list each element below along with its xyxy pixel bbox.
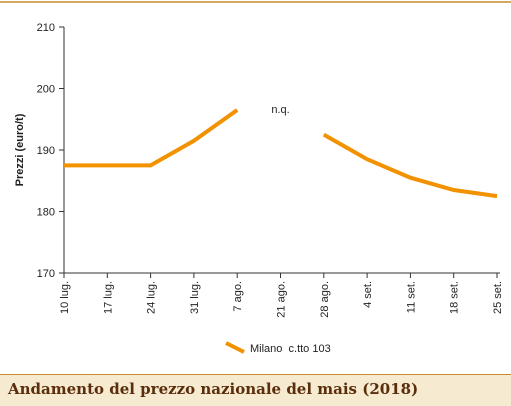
x-tick-label: 31 lug. — [189, 281, 201, 314]
legend-label: Milano c.tto 103 — [250, 343, 331, 355]
x-tick-label: 11 set. — [405, 281, 417, 313]
x-tick-label: 18 set. — [449, 281, 461, 314]
legend: Milano c.tto 103 — [225, 341, 331, 355]
chart-caption: Andamento del prezzo nazionale del mais … — [0, 374, 511, 406]
y-tick-label: 190 — [37, 145, 55, 157]
y-tick-label: 200 — [37, 84, 55, 96]
y-tick-label: 180 — [37, 207, 55, 219]
y-axis-title: Prezzi (euro/t) — [14, 113, 26, 186]
series-layer — [64, 108, 498, 199]
x-tick-label: 28 ago. — [319, 281, 331, 318]
series-line-segment — [322, 132, 498, 199]
series-line-segment — [64, 108, 239, 168]
legend-swatch — [225, 341, 245, 354]
annotation-nq: n.q. — [271, 104, 289, 116]
annotation-layer: n.q. — [271, 104, 289, 116]
x-tick-label: 7 ago. — [232, 281, 244, 312]
x-tick-label: 4 set. — [362, 281, 374, 308]
x-tick-label: 24 lug. — [146, 281, 158, 314]
x-tick-label: 17 lug. — [102, 281, 114, 314]
caption-title: Andamento del prezzo nazionale del mais … — [8, 380, 419, 398]
y-tick-label: 210 — [37, 22, 55, 34]
x-tick-label: 21 ago. — [276, 281, 288, 318]
y-axis: 170 180 190 200 210 — [37, 22, 65, 280]
x-tick-label: 10 lug. — [59, 281, 71, 314]
y-tick-label: 170 — [37, 268, 55, 280]
x-tick-label: 25 set. — [492, 281, 504, 314]
x-axis: 10 lug. 17 lug. 24 lug. 31 lug. 7 ago. 21 ago… — [59, 272, 504, 318]
